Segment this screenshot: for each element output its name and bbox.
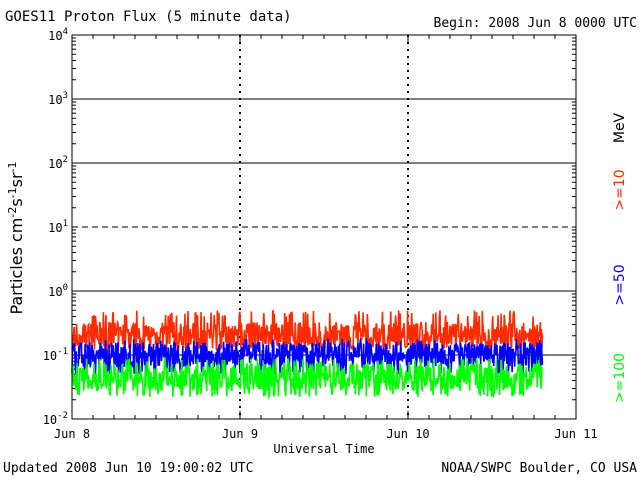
y-tick-label: 100 <box>48 283 68 299</box>
x-tick-label: Jun 9 <box>222 427 258 441</box>
y-axis-label: Particles cm-2s-1sr-1 <box>6 161 27 314</box>
legend-label-0: >=10 <box>612 169 628 210</box>
y-tick-label: 10-2 <box>43 411 68 427</box>
begin-time: Begin: 2008 Jun 8 0000 UTC <box>433 16 638 31</box>
x-tick-label: Jun 10 <box>386 427 429 441</box>
x-tick-label: Jun 11 <box>554 427 597 441</box>
plot-frame <box>71 34 577 420</box>
y-tick-label: 101 <box>48 219 68 235</box>
credit-label: NOAA/SWPC Boulder, CO USA <box>441 461 637 476</box>
y-axis-label-text: Particles cm <box>7 218 26 315</box>
chart-title: GOES11 Proton Flux (5 minute data) <box>5 9 292 25</box>
legend: >=10 >=50 >=100 MeV <box>612 112 628 403</box>
x-axis-label: Universal Time <box>273 442 374 456</box>
y-tick-label: 103 <box>48 91 68 107</box>
svg-text:Particles cm-2s-1sr-1: Particles cm-2s-1sr-1 <box>6 161 27 314</box>
x-tick-labels: Jun 8 Jun 9 Jun 10 Jun 11 <box>54 427 598 441</box>
y-tick-label: 104 <box>48 27 68 43</box>
y-tick-label: 10-1 <box>43 347 68 363</box>
legend-units: MeV <box>612 112 628 143</box>
series-line-2 <box>71 356 543 400</box>
y-tick-label: 102 <box>48 155 68 171</box>
grid <box>72 35 576 419</box>
legend-label-2: >=100 <box>612 353 628 403</box>
updated-timestamp: Updated 2008 Jun 10 19:00:02 UTC <box>3 461 254 476</box>
y-tick-labels: 10-2 10-1 100 101 102 103 104 <box>43 27 68 427</box>
legend-label-1: >=50 <box>612 264 628 305</box>
x-tick-label: Jun 8 <box>54 427 90 441</box>
series-lines <box>71 310 544 400</box>
